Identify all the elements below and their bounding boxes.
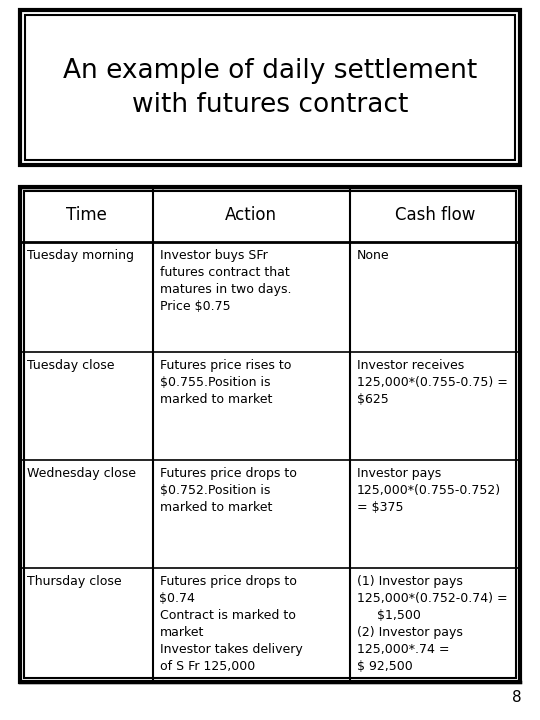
Text: Futures price drops to
$0.752.Position is
marked to market: Futures price drops to $0.752.Position i… [159,467,296,514]
Text: Investor pays
125,000*(0.755-0.752)
= $375: Investor pays 125,000*(0.755-0.752) = $3… [357,467,501,514]
Text: Action: Action [225,205,277,223]
FancyBboxPatch shape [20,10,520,165]
Text: Thursday close: Thursday close [27,575,122,588]
Text: None: None [357,249,390,262]
Text: An example of daily settlement: An example of daily settlement [63,58,477,84]
Text: Investor buys SFr
futures contract that
matures in two days.
Price $0.75: Investor buys SFr futures contract that … [159,249,291,313]
Text: Futures price drops to
$0.74
Contract is marked to
market
Investor takes deliver: Futures price drops to $0.74 Contract is… [159,575,302,673]
Text: with futures contract: with futures contract [132,91,408,117]
Text: (1) Investor pays
125,000*(0.752-0.74) =
     $1,500
(2) Investor pays
125,000*.: (1) Investor pays 125,000*(0.752-0.74) =… [357,575,508,673]
Text: Tuesday close: Tuesday close [27,359,114,372]
Text: Investor receives
125,000*(0.755-0.75) =
$625: Investor receives 125,000*(0.755-0.75) =… [357,359,508,406]
FancyBboxPatch shape [20,187,520,682]
Text: Time: Time [66,205,107,223]
Text: Tuesday morning: Tuesday morning [27,249,134,262]
Text: Futures price rises to
$0.755.Position is
marked to market: Futures price rises to $0.755.Position i… [159,359,291,406]
Text: Wednesday close: Wednesday close [27,467,136,480]
Text: Cash flow: Cash flow [395,205,475,223]
Text: 8: 8 [512,690,522,705]
